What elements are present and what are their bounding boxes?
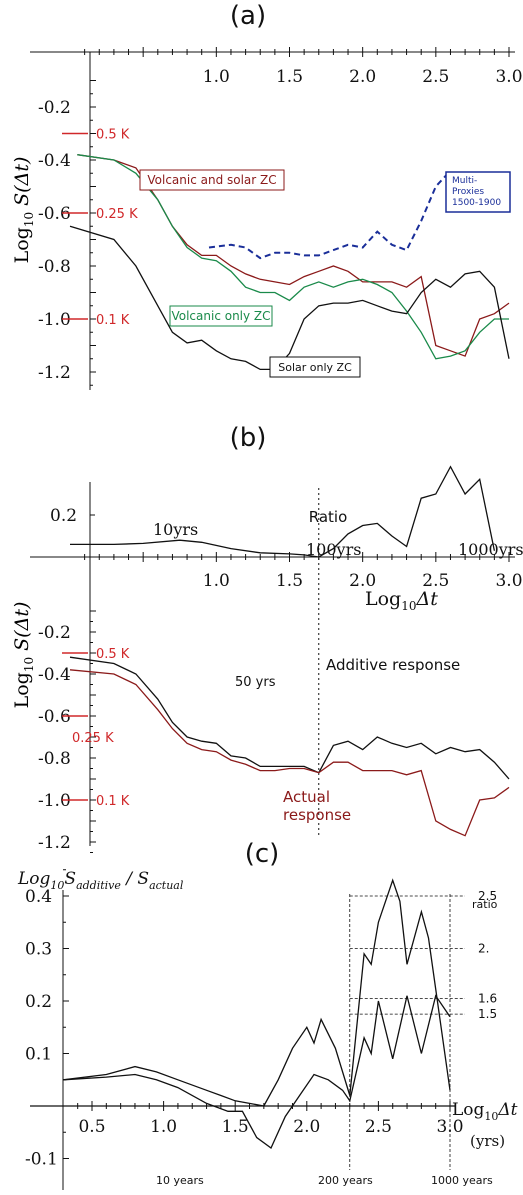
panel-b-y-tick-label: -0.2 (38, 623, 71, 643)
actual-response-label-2: response (283, 806, 351, 824)
panel-a-series-3 (208, 169, 452, 260)
panel-c-y-tick-label: 0.4 (25, 887, 52, 907)
bottom-label-1000-years: 1000 years (431, 1174, 493, 1187)
panel-c-ratio-level-label: 1.5 (478, 1007, 497, 1021)
legend-volcanic-only-box (169, 305, 273, 327)
panel-b-y-tick-label: -1.2 (38, 833, 71, 853)
panel-b-xlabel: Log10Δt (365, 588, 438, 613)
panel-b-temp-label: 0.1 K (96, 794, 130, 809)
panel-c-y-tick-label: 0.2 (25, 992, 52, 1012)
panel-b-annotations: Log10 S(Δt) Ratio 10yrs 100yrs 1000yrs L… (11, 508, 523, 824)
panel-b-title: (b) (230, 423, 267, 453)
ratio-title: Ratio (309, 508, 348, 526)
actual-response-label-1: Actual (283, 788, 330, 806)
panel-a-temp-label: 0.1 K (96, 313, 130, 328)
legend-volcanic-solar-box (139, 169, 285, 191)
panel-c-x-tick-label: 1.0 (150, 1117, 177, 1137)
panel-a-title: (a) (230, 1, 266, 31)
vline-50yrs-label: 50 yrs (235, 675, 276, 690)
proxy-box (445, 171, 511, 213)
panel-c-ratio-level-label: 2.5 (478, 889, 497, 903)
panel-b-series-1 (69, 669, 510, 837)
panel-c-x-tick-label: 0.5 (78, 1117, 105, 1137)
ratio-annot-1000yrs: 1000yrs (458, 540, 523, 559)
panel-c-series-0 (63, 878, 451, 1107)
proxy-box-line1: Multi- (452, 176, 477, 186)
panel-a-x-tick-label: 2.0 (349, 67, 376, 87)
panel-c-ratio-level-label: 1.6 (478, 991, 497, 1005)
ratio-annot-100yrs: 100yrs (306, 540, 361, 559)
panel-b-y-tick-label: -0.6 (38, 707, 71, 727)
panel-c-ylabel: Log10Sadditive / Sactual (17, 869, 184, 892)
panel-a-series-0 (77, 154, 510, 357)
panel-b-y-tick-label: -0.4 (38, 665, 71, 685)
bottom-label-200-years: 200 years (318, 1174, 373, 1187)
panel-a-y-tick-label: -0.2 (38, 98, 71, 118)
proxy-box-line3: 1500-1900 (452, 198, 501, 208)
panel-a-x-tick-label: 1.0 (203, 67, 230, 87)
ratio-annot-10yrs: 10yrs (153, 520, 198, 539)
panel-b-temp-label: 0.5 K (96, 647, 130, 662)
panel-b-ylabel: Log10 S(Δt) (11, 602, 36, 709)
panel-a-axes: 1.0 1.5 2.0 2.5 3.0 -0.2 -0.4 -0.6 -0.8 -1.0 -1.2 0… (30, 47, 523, 390)
panel-b-y-tick-label: -0.8 (38, 749, 71, 769)
panel-a-x-tick-label: 1.5 (276, 67, 303, 87)
panel-b-x-tick-label: 1.5 (276, 571, 303, 591)
panel-c-series-1 (63, 994, 451, 1149)
panel-c-x-tick-label: 1.5 (222, 1117, 249, 1137)
panel-a-temp-label: 0.5 K (96, 128, 130, 143)
legend-solar-only: Solar only ZC (278, 361, 352, 374)
panel-b-ratio-series-0 (70, 465, 496, 558)
panel-c-x-tick-label: 2.5 (365, 1117, 392, 1137)
panel-c-ratio-level-label: 2. (478, 942, 489, 956)
panel-a-series-1 (77, 154, 509, 360)
panel-b-x-tick-label: 1.0 (203, 571, 230, 591)
panel-b-series-0 (69, 656, 510, 780)
panel-a-series (69, 154, 510, 371)
panel-b-series (69, 465, 510, 837)
panel-c-xunit: (yrs) (470, 1132, 505, 1150)
legend-volcanic-solar: Volcanic and solar ZC (147, 173, 276, 187)
panel-a-temp-label: 0.25 K (96, 207, 138, 222)
bottom-label-10-years: 10 years (156, 1174, 204, 1187)
panel-a-y-tick-label: -1.0 (38, 310, 71, 330)
panel-c-x-tick-label: 2.0 (293, 1117, 320, 1137)
panel-c-series (63, 878, 451, 1149)
panel-a-x-tick-label: 2.5 (422, 67, 449, 87)
panel-b-temp-label: 0.25 K (72, 731, 114, 746)
panel-a-series-2 (69, 225, 510, 371)
panel-c-xlabel: Log10Δt (452, 1100, 518, 1123)
panel-a-y-tick-label: -0.6 (38, 204, 71, 224)
panel-b-axes: 1.0 1.5 2.0 2.5 3.0 -0.2 -0.4 -0.6 -0.8 -1.0 -1.2 0… (30, 482, 523, 853)
legend-solar-only-box (269, 356, 361, 378)
panel-b-ratio-tick-label: 0.2 (50, 506, 77, 526)
proxy-box-line2: Proxies (452, 187, 484, 197)
additive-response-label: Additive response (326, 656, 460, 674)
panel-c-annotations: Log10Sadditive / Sactual ratio Log10Δt (… (17, 869, 518, 1187)
panel-a-y-tick-label: -0.8 (38, 257, 71, 277)
panel-b-x-tick-label: 2.0 (349, 571, 376, 591)
legend-volcanic-only: Volcanic only ZC (171, 309, 270, 323)
panel-c-axes: 0.40.30.20.1-0.10.5 1.0 1.5 2.0 2.5 3.02.52.1… (25, 869, 497, 1190)
panel-b-y-tick-label: -1.0 (38, 791, 71, 811)
panel-a-y-tick-label: -1.2 (38, 363, 71, 383)
panel-c-y-tick-label: 0.3 (25, 940, 52, 960)
panel-a-y-tick-label: -0.4 (38, 151, 71, 171)
panel-c-y-tick-label: 0.1 (25, 1045, 52, 1065)
ratio-header: ratio (472, 898, 498, 911)
panel-a-ylabel: Log10 S(Δt) (11, 157, 36, 264)
panel-a-annotations: Log10 S(Δt) Volcanic and solar ZC Volcan… (11, 157, 511, 378)
panel-b-x-tick-label: 3.0 (495, 571, 522, 591)
panel-c-title: (c) (245, 839, 280, 869)
panel-a-x-tick-label: 3.0 (495, 67, 522, 87)
panel-c-y-tick-label: -0.1 (25, 1150, 58, 1170)
panel-b-x-tick-label: 2.5 (422, 571, 449, 591)
